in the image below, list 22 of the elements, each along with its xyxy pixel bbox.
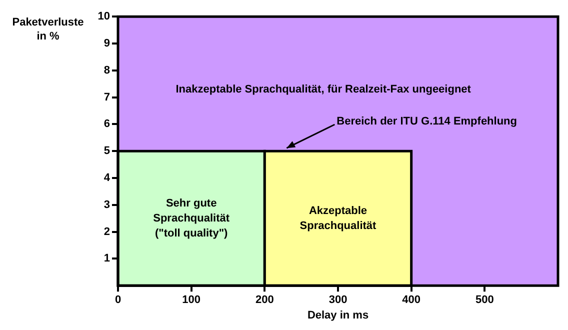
x-tick-label: 0 bbox=[114, 294, 122, 306]
y-tick-label: 4 bbox=[104, 172, 111, 184]
x-tick-label: 300 bbox=[328, 294, 348, 306]
band-label: Inakzeptable Sprachqualität, für Realzeit-Fax ungeeignet bbox=[176, 83, 472, 96]
y-tick-label: 3 bbox=[104, 198, 110, 211]
y-tick-label: 7 bbox=[104, 91, 110, 104]
data-label: Sehr gute Sprachqualität ("toll quality") bbox=[153, 197, 230, 240]
y-tick-label: 1 bbox=[104, 252, 110, 265]
data-label: Akzeptable Sprachqualität bbox=[300, 204, 377, 232]
y-tick-label: 6 bbox=[104, 118, 110, 130]
x-tick-label: 500 bbox=[475, 294, 494, 306]
y-tick-label: 9 bbox=[104, 38, 110, 50]
x-tick-label: 400 bbox=[402, 294, 421, 306]
x-tick-label: 200 bbox=[255, 294, 274, 306]
y-tick-label: 2 bbox=[104, 226, 110, 238]
y-tick-label: 10 bbox=[98, 10, 110, 23]
x-axis-title: Delay in ms bbox=[307, 309, 369, 322]
x-tick-label: 100 bbox=[182, 294, 201, 306]
y-tick-label: 8 bbox=[104, 64, 110, 76]
y-axis-title: Paketverluste in % bbox=[12, 16, 84, 43]
annotation: Bereich der ITU G.114 Empfehlung bbox=[336, 116, 517, 128]
y-tick-label: 5 bbox=[104, 145, 110, 158]
